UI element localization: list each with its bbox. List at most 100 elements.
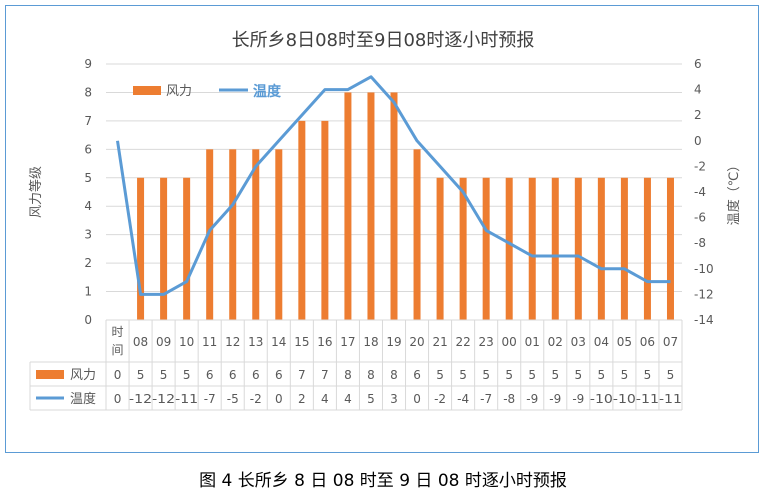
temp-data-label: -4: [457, 392, 469, 406]
wind-bar: [505, 177, 513, 320]
x-tick-label: 08: [133, 335, 148, 349]
wind-data-label: 5: [137, 368, 145, 382]
wind-data-label: 8: [367, 368, 375, 382]
temp-data-label: 2: [298, 392, 306, 406]
x-tick-label: 11: [202, 335, 217, 349]
wind-bar: [597, 177, 605, 320]
y-left-tick-label: 9: [84, 57, 92, 71]
wind-bar: [252, 149, 260, 320]
temperature-line: [116, 75, 671, 296]
table-wind-label: 风力: [70, 368, 96, 383]
temp-data-label: -7: [204, 392, 216, 406]
wind-data-label: 5: [551, 368, 559, 382]
temp-data-label: -11: [636, 392, 659, 406]
wind-bar: [413, 149, 421, 320]
wind-data-label: 5: [482, 368, 490, 382]
x-tick-label: 21: [432, 335, 447, 349]
temp-data-label: -12: [152, 392, 175, 406]
x-tick-label: 16: [317, 335, 332, 349]
wind-bar: [459, 177, 467, 320]
wind-data-label: 5: [574, 368, 582, 382]
x-tick-label: 20: [409, 335, 424, 349]
temp-data-label: -7: [480, 392, 492, 406]
wind-bar: [206, 149, 214, 320]
wind-data-label: 6: [229, 368, 237, 382]
wind-bar: [574, 177, 582, 320]
chart-title: 长所乡8日08时至9日08时逐小时预报: [232, 30, 535, 51]
wind-bar: [275, 149, 283, 320]
wind-data-label: 8: [344, 368, 352, 382]
chart-frame: [5, 5, 759, 453]
x-tick-label: 15: [294, 335, 309, 349]
y-right-tick-label: 6: [694, 57, 702, 71]
wind-data-label: 6: [252, 368, 260, 382]
table-header-time: 间: [112, 343, 124, 357]
temp-data-label: -2: [434, 392, 446, 406]
x-tick-label: 10: [179, 335, 194, 349]
x-tick-label: 18: [363, 335, 378, 349]
wind-data-label: 8: [390, 368, 398, 382]
y-right-axis-title: 温度（℃）: [726, 159, 742, 226]
legend-wind-label: 风力: [166, 84, 192, 99]
y-left-tick-label: 7: [84, 114, 92, 128]
temp-data-label: -9: [526, 392, 538, 406]
wind-data-label: 5: [505, 368, 513, 382]
wind-data-label: 7: [321, 368, 329, 382]
wind-bar: [436, 177, 444, 320]
y-left-tick-label: 1: [84, 285, 92, 299]
table-temp-label: 温度: [70, 391, 96, 407]
y-right-tick-label: -12: [694, 287, 714, 301]
y-left-tick-label: 8: [84, 85, 92, 99]
x-tick-label: 13: [248, 335, 263, 349]
temp-data-label: 0: [114, 392, 122, 406]
x-tick-label: 04: [594, 335, 609, 349]
x-tick-label: 01: [525, 335, 540, 349]
legend-wind-swatch: [133, 86, 161, 95]
y-left-tick-label: 6: [84, 142, 92, 156]
temp-data-label: 0: [275, 392, 283, 406]
temp-data-label: -10: [590, 392, 613, 406]
wind-bar: [551, 177, 559, 320]
x-tick-label: 19: [386, 335, 401, 349]
wind-bar: [666, 177, 674, 320]
wind-bar: [390, 92, 398, 320]
x-tick-label: 22: [455, 335, 470, 349]
x-tick-label: 02: [548, 335, 563, 349]
figure-caption: 图 4 长所乡 8 日 08 时至 9 日 08 时逐小时预报: [199, 471, 567, 491]
wind-data-label: 5: [644, 368, 652, 382]
y-left-tick-label: 2: [84, 256, 92, 270]
y-right-tick-label: -6: [694, 211, 706, 225]
x-tick-label: 09: [156, 335, 171, 349]
temp-data-label: -8: [503, 392, 515, 406]
wind-bar: [482, 177, 490, 320]
y-right-tick-label: 0: [694, 134, 702, 148]
x-tick-label: 14: [271, 335, 286, 349]
x-tick-label: 05: [617, 335, 632, 349]
wind-bar: [160, 177, 168, 320]
table-header-time: 时: [112, 325, 124, 339]
temp-data-label: 4: [344, 392, 352, 406]
y-right-tick-label: -14: [694, 313, 714, 327]
wind-data-label: 5: [183, 368, 191, 382]
y-right-tick-label: -2: [694, 159, 706, 173]
x-tick-label: 12: [225, 335, 240, 349]
wind-data-label: 6: [413, 368, 421, 382]
wind-data-label: 7: [298, 368, 306, 382]
wind-data-label: 5: [621, 368, 629, 382]
wind-data-label: 6: [206, 368, 214, 382]
temp-data-label: -9: [549, 392, 561, 406]
x-tick-label: 23: [479, 335, 494, 349]
wind-bar: [643, 177, 651, 320]
wind-data-label: 5: [436, 368, 444, 382]
y-left-tick-label: 3: [84, 228, 92, 242]
x-tick-label: 06: [640, 335, 655, 349]
y-left-tick-label: 0: [84, 313, 92, 327]
temp-data-label: -11: [175, 392, 198, 406]
wind-data-label: 5: [598, 368, 606, 382]
wind-data-label: 0: [114, 368, 122, 382]
temp-data-label: -2: [250, 392, 262, 406]
wind-bar: [620, 177, 628, 320]
y-right-tick-label: -4: [694, 185, 706, 199]
temp-data-label: 0: [413, 392, 421, 406]
x-tick-label: 00: [502, 335, 517, 349]
